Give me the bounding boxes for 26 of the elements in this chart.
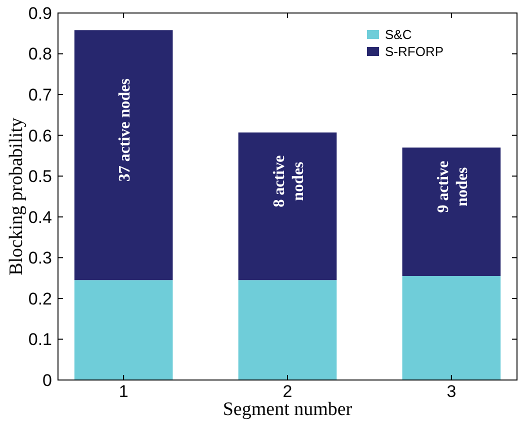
y-tick-label: 0.1 — [28, 330, 52, 350]
bar — [74, 280, 173, 380]
x-axis-title: Segment number — [222, 399, 353, 420]
bar — [238, 280, 337, 380]
y-tick-label: 0.2 — [28, 289, 52, 308]
y-axis-title: Blocking probability — [6, 117, 27, 276]
y-tick-label: 0.4 — [28, 208, 52, 227]
x-tick-label: 3 — [446, 382, 456, 401]
bar — [402, 148, 501, 276]
y-tick-label: 0.3 — [28, 248, 52, 268]
y-tick-label: 0.8 — [28, 44, 52, 64]
y-tick-label: 0.7 — [28, 86, 52, 105]
bar — [402, 276, 501, 380]
y-tick-label: 0.5 — [28, 167, 52, 186]
bar — [238, 132, 337, 280]
annotation: 37 active nodes — [116, 78, 134, 182]
x-tick-label: 2 — [282, 382, 292, 401]
annotation: 8 active nodes — [271, 155, 307, 208]
bar — [74, 30, 173, 280]
legend-label: S&C — [385, 27, 412, 42]
y-tick-label: 0 — [42, 370, 52, 390]
annotation: 9 active nodes — [434, 160, 471, 213]
x-tick-label: 1 — [118, 382, 128, 401]
y-tick-label: 0.9 — [28, 4, 52, 23]
y-tick-label: 0.6 — [28, 126, 52, 146]
legend-label: S-RFORP — [385, 44, 444, 59]
